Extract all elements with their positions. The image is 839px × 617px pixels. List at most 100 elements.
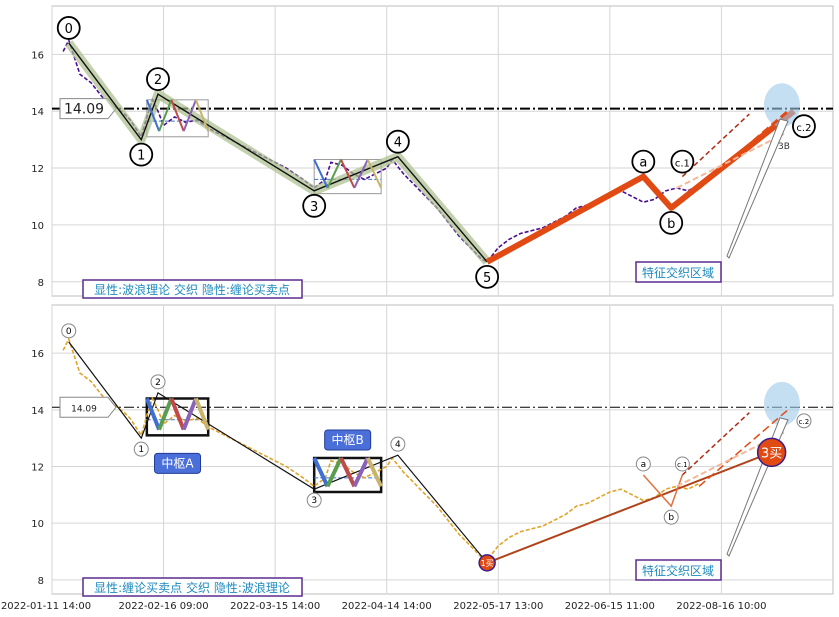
wave-point-label: c.2 [796, 123, 811, 134]
wave-point-marker [670, 149, 695, 174]
zone-stroke-segment [326, 159, 342, 189]
pivot-zone-box [313, 159, 382, 195]
zone-stroke-segment [340, 159, 356, 189]
zone-stroke-segment [365, 457, 383, 488]
buy-point-marker [478, 554, 496, 572]
x-axis: 2022-01-11 14:00 2022-02-16 09:00 2022-03-… [1, 601, 767, 612]
zone-stroke-segment [339, 457, 357, 488]
zone-stroke-segment [170, 99, 185, 132]
wave-point-label: 5 [483, 271, 491, 286]
y-tick-label: 12 [31, 164, 44, 175]
wave-point-label: 4 [394, 136, 402, 151]
projection-line [681, 113, 750, 178]
x-tick-label: 2022-05-17 13:00 [453, 601, 543, 612]
projection-line [698, 409, 789, 487]
x-tick-label: 2022-08-16 10:00 [676, 601, 766, 612]
pivot-zone-badge [324, 429, 372, 451]
legend-caption-box [82, 279, 303, 299]
pivot-zone-label: 中枢A [161, 455, 194, 470]
wave-point-marker [306, 492, 322, 508]
zone-stroke-segment [181, 397, 198, 431]
projection-line [698, 110, 789, 190]
projection-line [681, 412, 750, 476]
reference-value-tag [59, 98, 117, 120]
y-tick-label: 16 [31, 349, 44, 360]
plot-area [51, 5, 834, 297]
y-tick-label: 12 [31, 463, 44, 474]
wave-point-label: 3 [310, 200, 318, 215]
wave-point-label: c.2 [799, 418, 810, 426]
zone-stroke-segment [194, 397, 211, 431]
y-tick-label: 14 [31, 406, 44, 417]
wave-point-label: c.1 [677, 461, 688, 469]
bottom-panel: 810121416中枢A中枢B14.0901234abc.1c.21买3买特征交… [31, 304, 834, 597]
sub-wave-label: 3B [778, 142, 790, 152]
pivot-zone-box [312, 456, 383, 494]
x-tick-label: 2022-04-14 14:00 [342, 601, 432, 612]
feature-region-label: 特征交织区域 [642, 265, 714, 280]
zone-stroke-segment [145, 99, 161, 132]
feature-region-box [635, 559, 722, 581]
zone-stroke-segment [325, 457, 343, 488]
zone-stroke-segment [169, 397, 186, 431]
top-panel: 81012141614.09012345abc.1c.23B特征交织区域显性:波… [31, 5, 834, 299]
pivot-zone-label: 中枢B [332, 432, 364, 447]
zone-stroke-segment [312, 457, 330, 488]
reference-value-tag [59, 396, 117, 418]
segment-line [486, 451, 772, 564]
wave-point-label: 2 [155, 378, 161, 388]
wave-point-label: 0 [66, 327, 72, 337]
wave-point-marker [129, 142, 154, 167]
target-highlight-ellipse [763, 381, 800, 426]
y-tick-label: 8 [38, 576, 44, 587]
zone-stroke-segment [157, 397, 174, 431]
zone-stroke-segment [182, 99, 197, 132]
wave-point-marker [150, 374, 166, 390]
reference-value-label: 14.09 [71, 404, 97, 414]
legend-caption: 显性:缠论买卖点 交织 隐性:波浪理论 [94, 580, 290, 595]
wave-point-label: a [641, 460, 647, 470]
projection-line [676, 133, 785, 189]
wave-point-marker [385, 129, 410, 154]
wave-point-label: b [667, 217, 675, 232]
buy-point-label: 3买 [761, 446, 782, 461]
wave-point-marker [631, 149, 656, 174]
wave-point-label: b [668, 513, 674, 523]
plot-area [51, 304, 834, 595]
wave-point-label: 1 [138, 445, 144, 455]
wave-point-marker [390, 436, 406, 452]
wave-point-marker [635, 456, 651, 472]
wave-point-marker [674, 456, 690, 472]
buy-point-marker [756, 437, 787, 468]
wave-point-marker [146, 67, 170, 92]
wave-point-marker [475, 264, 500, 289]
zone-stroke-segment [194, 99, 210, 132]
wave-point-label: c.1 [675, 159, 690, 170]
wave-point-label: 0 [65, 22, 73, 37]
zone-stroke-segment [158, 99, 173, 132]
zone-stroke-segment [366, 159, 383, 189]
wave-point-marker [796, 413, 812, 429]
legend-caption: 显性:波浪理论 交织 隐性:缠论买卖点 [94, 282, 290, 297]
feature-region-label: 特征交织区域 [642, 563, 714, 578]
wave-line [68, 42, 488, 263]
wave-point-label: 2 [154, 73, 162, 88]
zone-stroke-segment [353, 159, 369, 189]
y-tick-label: 14 [31, 107, 44, 118]
wave-point-marker [61, 323, 77, 339]
zone-stroke-segment [352, 457, 370, 488]
wave-point-marker [663, 509, 679, 525]
wave-point-label: 4 [395, 440, 401, 450]
x-tick-label: 2022-02-16 09:00 [119, 601, 209, 612]
wave-point-marker [56, 16, 81, 40]
y-tick-label: 8 [38, 278, 44, 289]
x-tick-label: 2022-06-15 11:00 [565, 601, 655, 612]
reference-value-label: 14.09 [64, 102, 104, 118]
wave-point-label: 1 [137, 149, 145, 164]
wave-point-marker [659, 210, 684, 235]
y-tick-label: 10 [31, 519, 44, 530]
wave-point-label: a [639, 156, 647, 171]
feature-region-box [635, 261, 722, 283]
y-tick-label: 10 [31, 221, 44, 232]
